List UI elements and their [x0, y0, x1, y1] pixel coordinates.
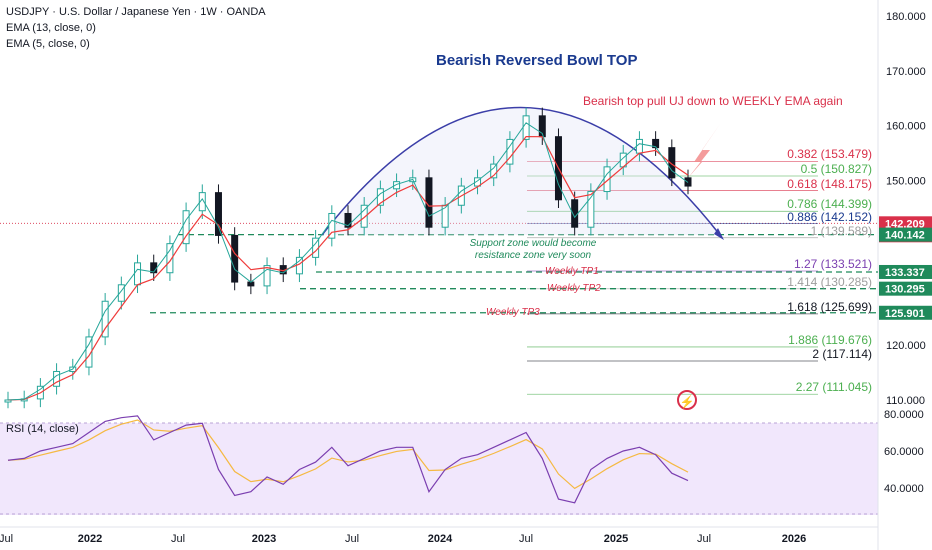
candle-body: [474, 177, 482, 187]
red-arrow: [688, 124, 720, 178]
candle-body: [522, 115, 530, 140]
candle-body: [587, 191, 595, 228]
candle-body: [214, 192, 222, 236]
lightning-icon[interactable]: ⚡: [677, 390, 697, 410]
candle-body: [393, 181, 401, 190]
time-tick: Jul: [519, 533, 533, 545]
price-badge-text: 125.901: [885, 308, 925, 320]
candle-body: [134, 262, 142, 286]
candle-body: [635, 138, 643, 154]
price-badge-text: 133.337: [885, 267, 925, 279]
fib-level-label: 1 (139.589): [810, 223, 872, 238]
support-note-line-2: resistance zone very soon: [474, 250, 592, 261]
time-tick: 2022: [78, 533, 102, 545]
time-tick: 2023: [252, 533, 276, 545]
price-badge: [879, 264, 932, 279]
candle-body: [53, 370, 61, 387]
support-note-line-1: Support zone would become: [469, 238, 597, 249]
candle-body: [328, 212, 336, 239]
tp2-label: Weekly TP2: [547, 283, 601, 294]
fib-level-label: 0.786 (144.399): [787, 197, 872, 212]
candle-body: [652, 138, 660, 149]
price-tick: 160.000: [886, 121, 926, 133]
fib-level-label: 2.27 (111.045): [795, 380, 872, 395]
price-tick: 110.000: [886, 395, 925, 407]
candle-body: [603, 166, 611, 193]
price-tick: 180.000: [886, 11, 926, 23]
fib-level-label: 1.618 (125.699): [787, 299, 872, 314]
fib-level-label: 0.886 (142.152): [787, 209, 872, 224]
candle-body: [85, 336, 93, 368]
ema5-legend: EMA (5, close, 0): [6, 38, 90, 50]
price-tick: 120.000: [886, 340, 926, 352]
ema13-line: [7, 136, 689, 401]
candle-body: [101, 300, 109, 338]
rsi-line: [7, 415, 689, 504]
candle-body: [182, 210, 190, 245]
time-tick: Jul: [0, 533, 13, 545]
rsi-band: [0, 423, 878, 515]
candle-body: [166, 243, 174, 274]
price-badge: [879, 305, 932, 320]
rsi-tick: 40.0000: [884, 483, 924, 495]
price-badge-text: 142.209: [885, 218, 925, 230]
price-badge-text: 140.142: [885, 230, 925, 242]
tp1-label: Weekly TP1: [545, 266, 599, 277]
rsi-tick: 60.0000: [884, 446, 924, 458]
candle-body: [117, 284, 125, 302]
fib-level-label: 0.618 (148.175): [787, 176, 872, 191]
candle-body: [198, 192, 206, 212]
candle-body: [506, 138, 514, 165]
time-tick: Jul: [697, 533, 711, 545]
ema5-line: [7, 122, 689, 401]
fib-level-label: 1.27 (133.521): [793, 256, 872, 271]
chart-title: Bearish Reversed Bowl TOP: [436, 52, 638, 69]
rsi-legend: RSI (14, close): [6, 423, 79, 435]
bowl-arc: [321, 106, 721, 236]
candle-body: [231, 234, 239, 283]
price-tick: 150.000: [886, 176, 926, 188]
tp3-label: Weekly TP3: [486, 307, 540, 318]
time-tick: Jul: [345, 533, 359, 545]
price-badge-text: 130.295: [885, 284, 925, 296]
symbol-title: USDJPY · U.S. Dollar / Japanese Yen · 1W…: [6, 6, 266, 18]
time-tick: 2025: [604, 533, 628, 545]
fib-level-label: 2 (117.114): [812, 346, 872, 361]
rsi-tick: 80.0000: [884, 409, 924, 421]
rsi-ma-line: [7, 419, 689, 490]
price-tick: 170.000: [886, 66, 926, 78]
pull-note: Bearish top pull UJ down to WEEKLY EMA a…: [583, 94, 843, 108]
time-tick: 2024: [428, 533, 453, 545]
candle-body: [295, 256, 303, 275]
time-tick: Jul: [171, 533, 185, 545]
price-badge: [879, 227, 932, 242]
time-tick: 2026: [782, 533, 806, 545]
price-badge: [879, 281, 932, 296]
candle-body: [668, 147, 676, 179]
fib-level-label: 1.886 (119.676): [788, 332, 872, 347]
fib-level-label: 0.382 (153.479): [787, 147, 872, 162]
fib-level-label: 0.5 (150.827): [800, 162, 872, 177]
candle-body: [263, 265, 271, 287]
candle-body: [344, 212, 352, 228]
candle-body: [360, 204, 368, 228]
ema13-legend: EMA (13, close, 0): [6, 22, 96, 34]
support-note: Support zone would become resistance zon…: [458, 238, 608, 262]
bowl-arrowhead: [714, 228, 724, 240]
fib-level-label: 1.414 (130.285): [787, 274, 872, 289]
